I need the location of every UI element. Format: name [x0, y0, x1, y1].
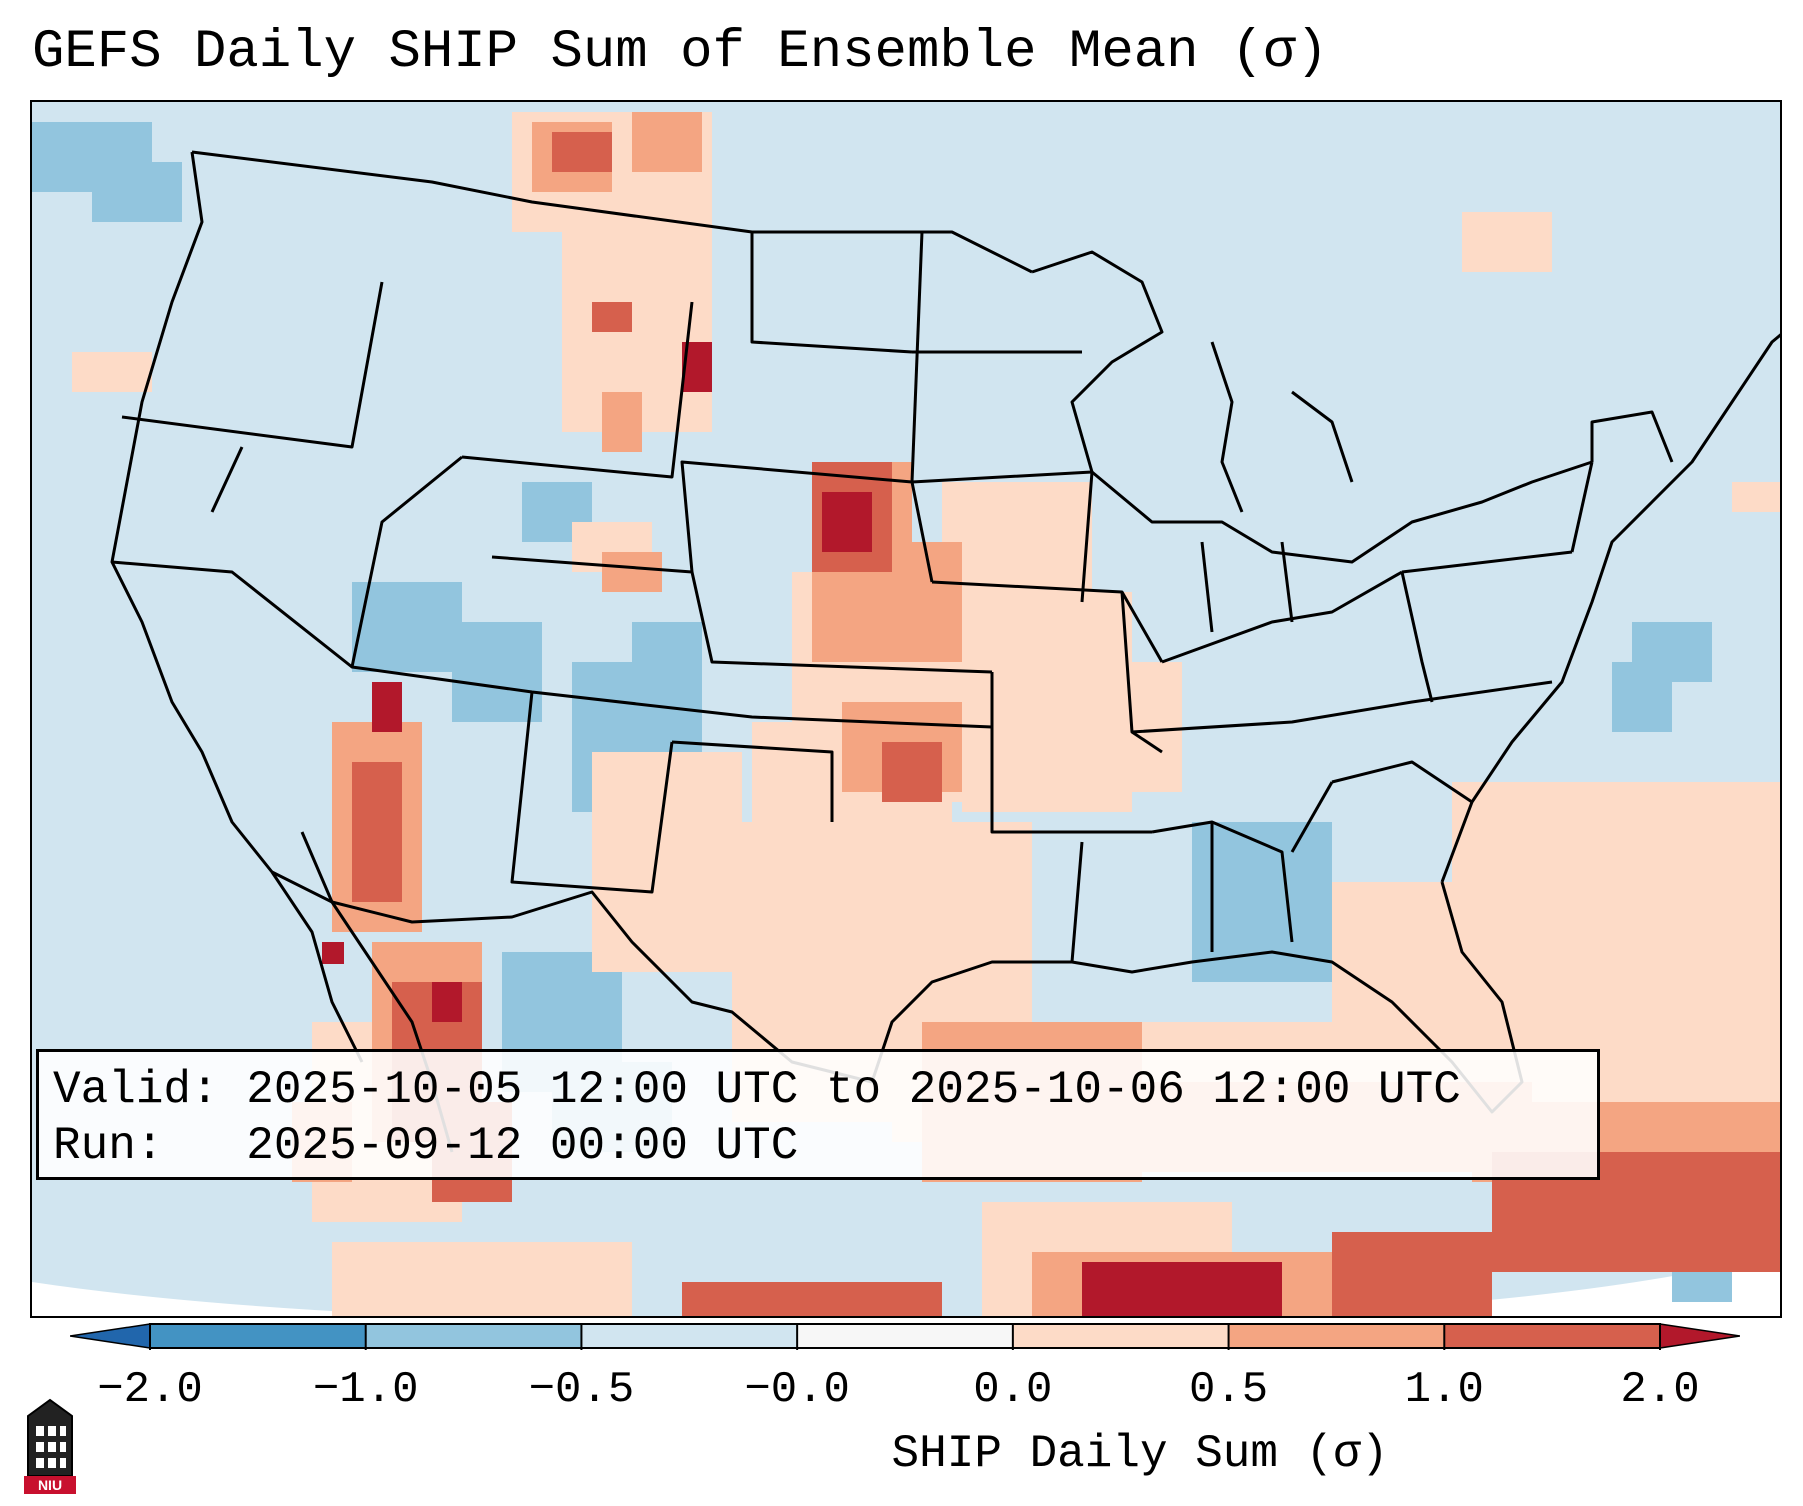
valid-label: Valid: [53, 1064, 219, 1116]
colorbar-segment [150, 1324, 367, 1348]
colorbar [70, 1323, 1740, 1350]
valid-row: Valid: 2025-10-05 12:00 UTC to 2025-10-0… [53, 1062, 1583, 1118]
colorbar-segment [797, 1324, 1014, 1348]
colorbar-extend-high [1659, 1323, 1740, 1349]
run-label: Run: [53, 1120, 164, 1172]
colorbar-tick-label: 0.0 [973, 1365, 1053, 1415]
colorbar-extend-low [70, 1323, 151, 1349]
state-borders [110, 150, 1780, 1153]
colorbar-tick-label: 1.0 [1404, 1365, 1484, 1415]
colorbar-tick-label: −1.0 [312, 1365, 419, 1415]
projection-edge [32, 1253, 1780, 1316]
colorbar-segment [1012, 1324, 1230, 1348]
logo-windows [36, 1426, 66, 1468]
valid-value: 2025-10-05 12:00 UTC to 2025-10-06 12:00… [246, 1064, 1461, 1116]
run-row: Run: 2025-09-12 00:00 UTC [53, 1118, 1583, 1174]
colorbar-tick-label: −0.0 [744, 1365, 850, 1415]
colorbar-tick-label: 0.5 [1188, 1365, 1269, 1415]
colorbar-tick-label: −2.0 [97, 1365, 203, 1415]
colorbar-segment [1444, 1324, 1661, 1348]
niu-logo: NIU [24, 1398, 76, 1494]
colorbar-tick-label: 2.0 [1620, 1365, 1700, 1415]
colorbar-segment [581, 1324, 798, 1348]
logo-tower-icon [27, 1398, 73, 1477]
logo-banner [24, 1476, 76, 1494]
map-title: GEFS Daily SHIP Sum of Ensemble Mean (σ) [32, 22, 1329, 83]
colorbar-label: SHIP Daily Sum (σ) [891, 1428, 1389, 1480]
colorbar-segment [1228, 1324, 1445, 1348]
info-box: Valid: 2025-10-05 12:00 UTC to 2025-10-0… [36, 1049, 1600, 1180]
logo-text: NIU [38, 1477, 62, 1493]
colorbar-tick-label: −0.5 [528, 1365, 635, 1415]
colorbar-segment [365, 1324, 582, 1348]
colorbar-segments [150, 1324, 1661, 1348]
run-value: 2025-09-12 00:00 UTC [246, 1120, 799, 1172]
